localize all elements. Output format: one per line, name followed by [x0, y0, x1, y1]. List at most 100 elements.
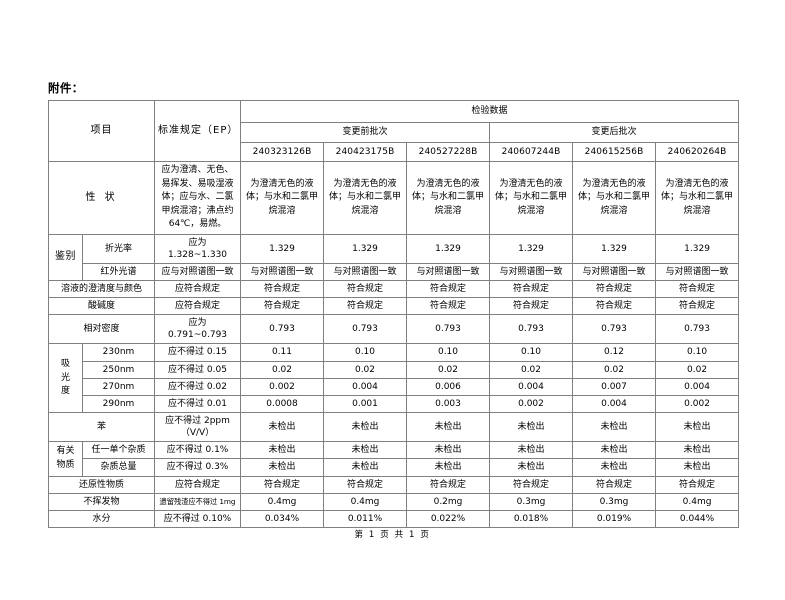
- value-cell: 0.002: [489, 394, 573, 414]
- table-header-row-2: 变更前批次 变更后批次: [49, 122, 740, 143]
- row-label-ir-spectrum: 红外光谱: [82, 262, 155, 281]
- value-cell: 为澄清无色的液体；与水和二氯甲烷混溶: [323, 161, 407, 235]
- value-cell: 0.793: [654, 314, 740, 345]
- value-cell: 0.02: [406, 360, 490, 379]
- spec-benzene: 应不得过 2ppm（V/V）: [154, 412, 241, 443]
- value-cell: 符合规定: [572, 475, 656, 494]
- row-label-refractive-index: 折光率: [82, 233, 155, 264]
- table-row: 溶液的澄清度与颜色 应符合规定 符合规定 符合规定 符合规定 符合规定 符合规定…: [48, 279, 740, 299]
- value-cell: 为澄清无色的液体；与水和二氯甲烷混溶: [489, 161, 573, 235]
- value-cell: 0.006: [406, 377, 490, 396]
- spec-270nm: 应不得过 0.02: [154, 377, 241, 396]
- row-label-benzene: 苯: [48, 412, 155, 443]
- value-cell: 0.793: [323, 314, 407, 345]
- table-row: 相对密度 应为 0.791~0.793 0.793 0.793 0.793 0.…: [48, 314, 740, 345]
- batch-number: 240607244B: [489, 142, 573, 162]
- batch-number: 240620264B: [654, 142, 740, 162]
- value-cell: 0.2mg: [406, 492, 490, 511]
- value-cell: 0.004: [323, 377, 407, 396]
- value-cell: 符合规定: [489, 475, 573, 494]
- row-label-moisture: 水分: [48, 509, 155, 529]
- value-cell: 符合规定: [406, 297, 490, 316]
- spec-total-impurities: 应不得过 0.3%: [154, 458, 241, 477]
- value-cell: 0.001: [323, 394, 407, 414]
- page-footer: 第 1 页 共 1 页: [354, 530, 431, 540]
- spec-acidity-alkalinity: 应符合规定: [154, 297, 241, 316]
- value-cell: 0.018%: [489, 509, 573, 529]
- row-label-relative-density: 相对密度: [48, 314, 155, 345]
- value-cell: 0.793: [572, 314, 656, 345]
- value-cell: 为澄清无色的液体；与水和二氯甲烷混溶: [572, 161, 656, 235]
- value-cell: 0.793: [489, 314, 573, 345]
- value-cell: 未检出: [489, 458, 573, 477]
- row-label-250nm: 250nm: [82, 360, 155, 379]
- value-cell: 0.022%: [406, 509, 490, 529]
- value-cell: 0.004: [572, 394, 656, 414]
- value-cell: 0.10: [323, 343, 407, 362]
- value-cell: 0.004: [489, 377, 573, 396]
- value-cell: 0.4mg: [654, 492, 740, 511]
- value-cell: 符合规定: [323, 297, 407, 316]
- value-cell: 0.10: [654, 343, 740, 362]
- table-row: 290nm 应不得过 0.01 0.0008 0.001 0.003 0.002…: [49, 394, 740, 414]
- value-cell: 未检出: [240, 458, 324, 477]
- value-cell: 未检出: [572, 458, 656, 477]
- value-cell: 符合规定: [489, 279, 573, 299]
- value-cell: 0.003: [406, 394, 490, 414]
- row-label-total-impurities: 杂质总量: [82, 458, 155, 477]
- row-label-nonvolatile-matter: 不挥发物: [48, 492, 155, 511]
- value-cell: 0.002: [654, 394, 740, 414]
- value-cell: 0.793: [240, 314, 324, 345]
- inspection-data-table: 项目 标准规定（EP） 检验数据 变更前批次 变更后批次 240323126B …: [48, 100, 740, 529]
- spec-nonvolatile-matter: 遗留残渣应不得过 1mg: [154, 492, 241, 511]
- row-label-appearance: 性 状: [48, 161, 155, 235]
- group-label-related-substances: 有关 物质: [48, 441, 83, 477]
- value-cell: 0.044%: [654, 509, 740, 529]
- row-label-solution-clarity: 溶液的澄清度与颜色: [48, 279, 155, 299]
- value-cell: 0.11: [240, 343, 324, 362]
- value-cell: 未检出: [323, 441, 407, 460]
- value-cell: 为澄清无色的液体；与水和二氯甲烷混溶: [654, 161, 740, 235]
- row-label-270nm: 270nm: [82, 377, 155, 396]
- value-cell: 为澄清无色的液体；与水和二氯甲烷混溶: [406, 161, 490, 235]
- spec-relative-density: 应为 0.791~0.793: [154, 314, 241, 345]
- batch-number: 240527228B: [406, 142, 490, 162]
- table-header-row-batches: 240323126B 240423175B 240527228B 2406072…: [49, 142, 740, 162]
- value-cell: 未检出: [406, 441, 490, 460]
- value-cell: 0.793: [406, 314, 490, 345]
- header-after-change: 变更后批次: [488, 122, 740, 143]
- value-cell: 0.002: [240, 377, 324, 396]
- value-cell: 1.329: [489, 233, 573, 264]
- value-cell: 0.0008: [240, 394, 324, 414]
- value-cell: 0.3mg: [572, 492, 656, 511]
- value-cell: 0.02: [323, 360, 407, 379]
- value-cell: 符合规定: [240, 297, 324, 316]
- value-cell: 符合规定: [654, 475, 740, 494]
- value-cell: 未检出: [323, 458, 407, 477]
- group-label-absorbance: 吸光度: [48, 343, 83, 414]
- value-cell: 0.3mg: [489, 492, 573, 511]
- value-cell: 1.329: [240, 233, 324, 264]
- value-cell: 符合规定: [654, 279, 740, 299]
- spec-ir-spectrum: 应与对照谱图一致: [154, 262, 241, 281]
- batch-number: 240423175B: [323, 142, 407, 162]
- value-cell: 为澄清无色的液体；与水和二氯甲烷混溶: [240, 161, 324, 235]
- value-cell: 符合规定: [406, 475, 490, 494]
- table-row: 红外光谱 应与对照谱图一致 与对照谱图一致 与对照谱图一致 与对照谱图一致 与对…: [49, 262, 740, 281]
- value-cell: 1.329: [406, 233, 490, 264]
- value-cell: 符合规定: [323, 279, 407, 299]
- value-cell: 未检出: [240, 441, 324, 460]
- table-row: 酸碱度 应符合规定 符合规定 符合规定 符合规定 符合规定 符合规定 符合规定: [48, 297, 740, 316]
- value-cell: 与对照谱图一致: [654, 262, 740, 281]
- value-cell: 0.02: [240, 360, 324, 379]
- value-cell: 未检出: [654, 412, 740, 443]
- table-header-row-1: 项目 标准规定（EP） 检验数据: [48, 100, 740, 162]
- value-cell: 符合规定: [489, 297, 573, 316]
- value-cell: 未检出: [572, 441, 656, 460]
- value-cell: 符合规定: [572, 297, 656, 316]
- value-cell: 与对照谱图一致: [406, 262, 490, 281]
- value-cell: 与对照谱图一致: [323, 262, 407, 281]
- header-standard-spec: 标准规定（EP）: [154, 100, 241, 162]
- value-cell: 0.02: [572, 360, 656, 379]
